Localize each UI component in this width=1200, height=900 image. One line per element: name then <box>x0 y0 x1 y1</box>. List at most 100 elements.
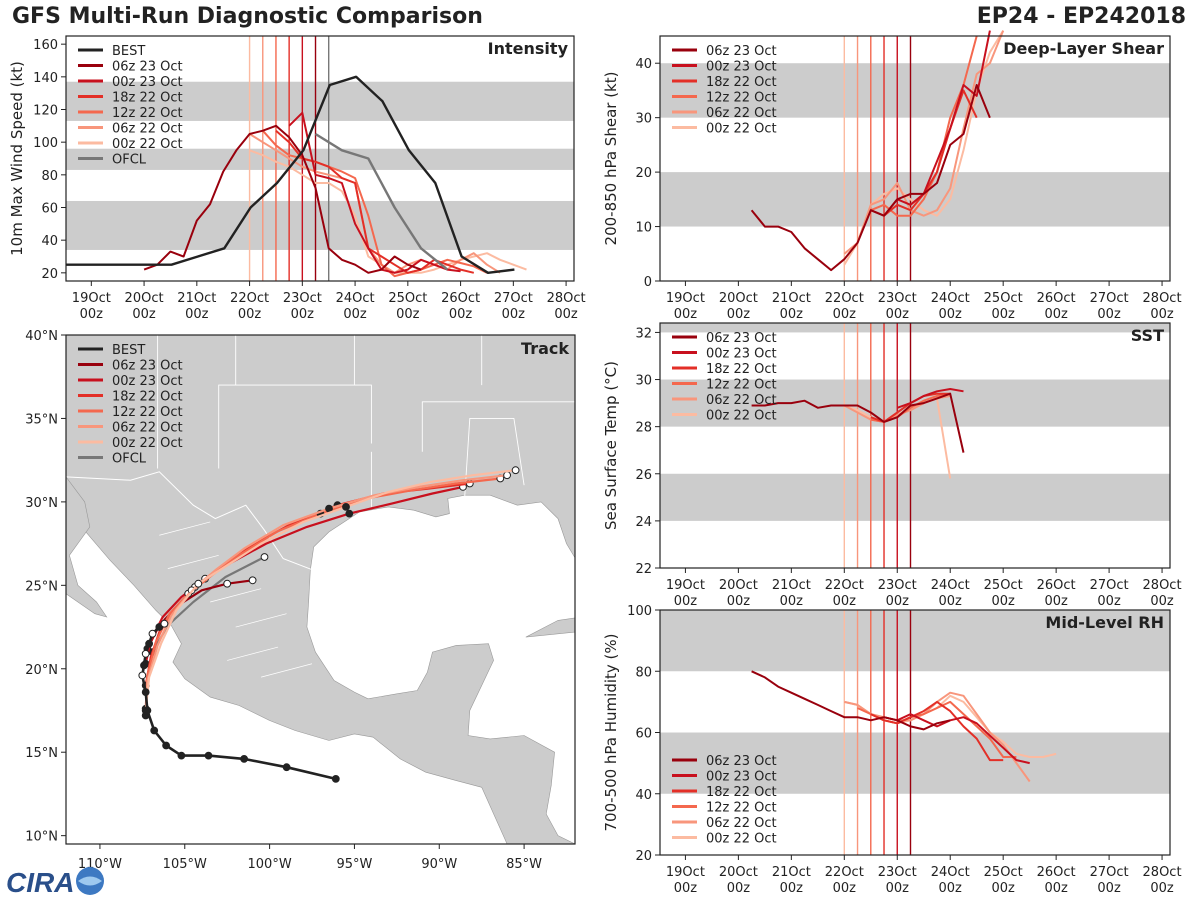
rh-series-06z-23-oct <box>751 670 951 731</box>
shear-xtick-hour: 00z <box>674 307 698 322</box>
mexico-state-boundary <box>227 646 279 661</box>
track-ytick-label: 30°N <box>25 496 58 511</box>
intensity-ytick-label: 40 <box>41 234 58 249</box>
shear-legend-label: 06z 22 Oct <box>706 106 777 121</box>
shear-series-06z-23-oct <box>750 84 991 272</box>
sst-xtick-hour: 00z <box>780 594 804 609</box>
intensity-legend-label: 00z 23 Oct <box>112 75 183 90</box>
rh-legend-label: 18z 22 Oct <box>706 785 777 800</box>
track-legend-label: 18z 22 Oct <box>112 390 183 405</box>
landmass <box>66 335 575 844</box>
track-point <box>143 706 152 715</box>
shear-legend-label: 12z 22 Oct <box>706 91 777 106</box>
sst-legend-label: 00z 22 Oct <box>706 409 777 424</box>
track-xtick-label: 90°W <box>421 857 457 872</box>
sst-band-2 <box>660 323 1170 333</box>
intensity-series-ofcl <box>314 132 449 271</box>
panel-sst: 22242628303219Oct00z20Oct00z21Oct00z22Oc… <box>602 322 1182 609</box>
sst-xtick-day: 28Oct <box>1143 578 1182 593</box>
intensity-ylabel: 10m Max Wind Speed (kt) <box>8 61 26 256</box>
rh-legend-label: 00z 23 Oct <box>706 770 777 785</box>
sst-ytick-label: 24 <box>635 515 652 530</box>
intensity-frame <box>65 35 575 282</box>
sst-xtick-hour: 00z <box>939 594 963 609</box>
track-best <box>141 622 337 781</box>
shear-legend-label: 00z 23 Oct <box>706 60 777 75</box>
track-legend-label: 00z 22 Oct <box>112 436 183 451</box>
shear-xtick-hour: 00z <box>1097 307 1121 322</box>
track-frame <box>65 334 576 845</box>
sst-xtick-hour: 00z <box>674 594 698 609</box>
mexico-state-boundary <box>235 613 287 628</box>
cira-logo: CIRA <box>6 867 104 898</box>
intensity-xtick-hour: 00z <box>502 307 526 322</box>
shear-xtick-day: 24Oct <box>931 291 970 306</box>
track-xtick-label: 95°W <box>336 857 372 872</box>
track-point <box>141 649 150 658</box>
shear-series-00z-23-oct <box>883 30 991 217</box>
track-00z-22-oct <box>144 469 516 711</box>
rh-series-00z-23-oct <box>883 713 1030 765</box>
shear-xtick-hour: 00z <box>833 307 857 322</box>
track-point <box>138 671 147 680</box>
sst-xtick-hour: 00z <box>1044 594 1068 609</box>
mexico-state-boundary <box>261 663 313 678</box>
track-point <box>141 688 150 696</box>
shear-series-12z-22-oct <box>870 35 978 217</box>
sst-legend-label: 06z 22 Oct <box>706 393 777 408</box>
us-mexico-border <box>66 471 314 571</box>
rh-xtick-day: 26Oct <box>1037 865 1076 880</box>
track-12z-22-oct <box>144 477 501 709</box>
track-ytick-label: 15°N <box>25 746 58 761</box>
intensity-xtick-day: 25Oct <box>388 291 427 306</box>
rh-xtick-hour: 00z <box>1044 881 1068 896</box>
track-point <box>345 509 354 518</box>
track-legend-label: 06z 23 Oct <box>112 359 183 374</box>
intensity-xtick-hour: 00z <box>554 307 578 322</box>
sst-xtick-hour: 00z <box>1097 594 1121 609</box>
intensity-series-06z-22-oct <box>249 133 501 274</box>
intensity-series-12z-22-oct <box>262 130 488 278</box>
track-ytick-label: 35°N <box>25 412 58 427</box>
rh-band-0 <box>660 732 1170 794</box>
sst-xtick-hour: 00z <box>833 594 857 609</box>
rh-xtick-hour: 00z <box>939 881 963 896</box>
shear-ytick-label: 0 <box>644 275 652 290</box>
shear-series-06z-22-oct <box>843 30 1005 255</box>
intensity-ytick-label: 100 <box>33 136 58 151</box>
intensity-legend-label: 06z 23 Oct <box>112 60 183 75</box>
track-ytick-label: 25°N <box>25 579 58 594</box>
shear-xtick-day: 21Oct <box>772 291 811 306</box>
shear-ytick-label: 30 <box>635 112 652 127</box>
shear-xtick-day: 20Oct <box>719 291 758 306</box>
shear-xtick-day: 22Oct <box>825 291 864 306</box>
rh-xtick-hour: 00z <box>886 881 910 896</box>
rh-xtick-day: 21Oct <box>772 865 811 880</box>
cira-logo-text: CIRA <box>6 867 74 898</box>
rh-ylabel: 700-500 hPa Humidity (%) <box>602 633 620 831</box>
rh-xtick-hour: 00z <box>727 881 751 896</box>
sst-ytick-label: 30 <box>635 374 652 389</box>
track-legend-label: BEST <box>112 343 145 358</box>
shear-ytick-label: 20 <box>635 166 652 181</box>
shear-xtick-hour: 00z <box>991 307 1015 322</box>
track-xtick-label: 85°W <box>506 857 542 872</box>
intensity-xtick-hour: 00z <box>132 307 156 322</box>
shear-xtick-hour: 00z <box>1044 307 1068 322</box>
shear-xtick-hour: 00z <box>886 307 910 322</box>
intensity-xtick-hour: 00z <box>238 307 262 322</box>
sst-ytick-label: 28 <box>635 421 652 436</box>
rh-xtick-day: 19Oct <box>666 865 705 880</box>
intensity-xtick-day: 24Oct <box>336 291 375 306</box>
sst-legend-label: 12z 22 Oct <box>706 378 777 393</box>
rh-xtick-day: 24Oct <box>931 865 970 880</box>
track-ytick-label: 20°N <box>25 663 58 678</box>
intensity-series-00z-23-oct <box>288 111 461 274</box>
track-point <box>148 629 157 638</box>
rh-ytick-label: 80 <box>635 665 652 680</box>
intensity-legend-label: 00z 22 Oct <box>112 137 183 152</box>
